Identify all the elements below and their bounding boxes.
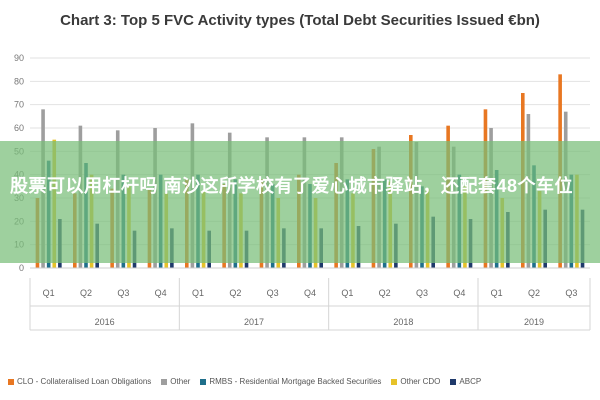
x-tick-label: Q2 [229,288,241,298]
group-label: 2016 [95,317,115,327]
y-tick-label: 70 [14,100,24,110]
legend-label: RMBS - Residential Mortgage Backed Secur… [209,377,382,386]
legend-swatch [450,378,457,385]
x-tick-label: Q2 [528,288,540,298]
x-tick-label: Q3 [267,288,279,298]
legend-label: Other [170,377,191,386]
legend: CLO - Collateralised Loan Obligations Oth… [8,377,598,393]
legend-label: Other CDO [400,377,441,386]
legend-swatch [161,378,168,385]
x-tick-label: Q3 [565,288,577,298]
x-tick-label: Q1 [341,288,353,298]
x-tick-label: Q3 [117,288,129,298]
group-label: 2017 [244,317,264,327]
x-tick-label: Q4 [155,288,167,298]
y-tick-label: 90 [14,53,24,63]
y-tick-label: 60 [14,123,24,133]
legend-item: Other CDO [391,377,440,386]
legend-swatch [8,378,14,385]
legend-label: ABCP [459,377,482,386]
legend-item: RMBS - Residential Mortgage Backed Secur… [200,377,381,386]
legend-item: Other [161,377,190,386]
x-axis: Q1 Q2 Q3 Q4 Q1 Q2 Q3 Q4 Q1 Q2 Q3 Q4 Q1 Q2 Q3 2016 2017 20… [29,267,591,331]
x-tick-label: Q1 [43,288,55,298]
overlay-banner [0,141,600,263]
y-tick-label: 0 [19,263,24,273]
legend-swatch [391,378,398,385]
x-tick-label: Q3 [416,288,428,298]
overlay-banner-text: 股票可以用杠杆吗 南沙这所学校有了爱心城市驿站，还配套48个车位 [10,176,574,196]
legend-swatch [200,378,207,385]
x-tick-label: Q1 [192,288,204,298]
y-tick-label: 80 [14,76,24,86]
group-label: 2019 [524,317,544,327]
x-tick-label: Q2 [80,288,92,298]
group-label: 2018 [393,317,413,327]
x-tick-label: Q4 [453,288,465,298]
chart-title: Chart 3: Top 5 FVC Activity types (Total… [60,12,540,29]
x-tick-label: Q1 [491,288,503,298]
legend-item: ABCP [450,377,481,386]
x-tick-label: Q4 [304,288,316,298]
legend-label: CLO - Collateralised Loan Obligations [17,377,152,386]
legend-item: CLO - Collateralised Loan Obligations [8,377,151,386]
x-tick-label: Q2 [379,288,391,298]
